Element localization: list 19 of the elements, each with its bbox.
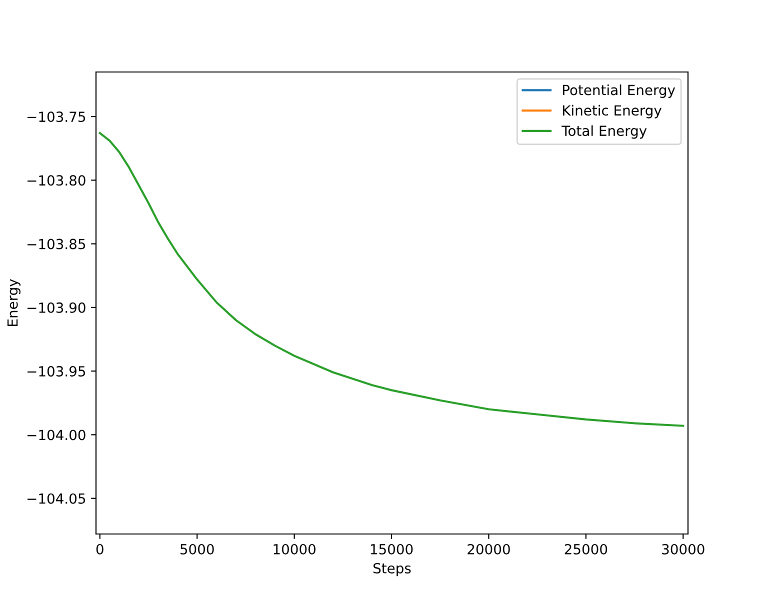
x-tick-label: 20000	[468, 544, 510, 554]
x-axis-title: Steps	[373, 562, 411, 576]
y-tick-label: −103.75	[28, 112, 86, 122]
y-tick-label: −104.00	[28, 430, 86, 440]
x-tick-label: 25000	[564, 544, 608, 554]
legend-label: Kinetic Energy	[562, 104, 662, 118]
y-tick-label: −103.80	[28, 175, 86, 186]
legend-label: Total Energy	[562, 125, 647, 139]
x-tick-label: 10000	[274, 544, 316, 554]
y-tick-label: −103.95	[28, 366, 86, 377]
y-tick-label: −103.85	[28, 238, 86, 250]
x-tick-label: 0	[96, 544, 104, 554]
y-axis-title: Energy	[7, 279, 20, 326]
legend-label: Potential Energy	[562, 84, 676, 98]
y-tick-label: −103.90	[28, 302, 86, 313]
x-tick-label: 30000	[662, 544, 704, 554]
y-tick-label: −104.05	[28, 493, 86, 504]
x-tick-label: 5000	[180, 544, 214, 554]
x-tick-label: 15000	[370, 544, 413, 554]
